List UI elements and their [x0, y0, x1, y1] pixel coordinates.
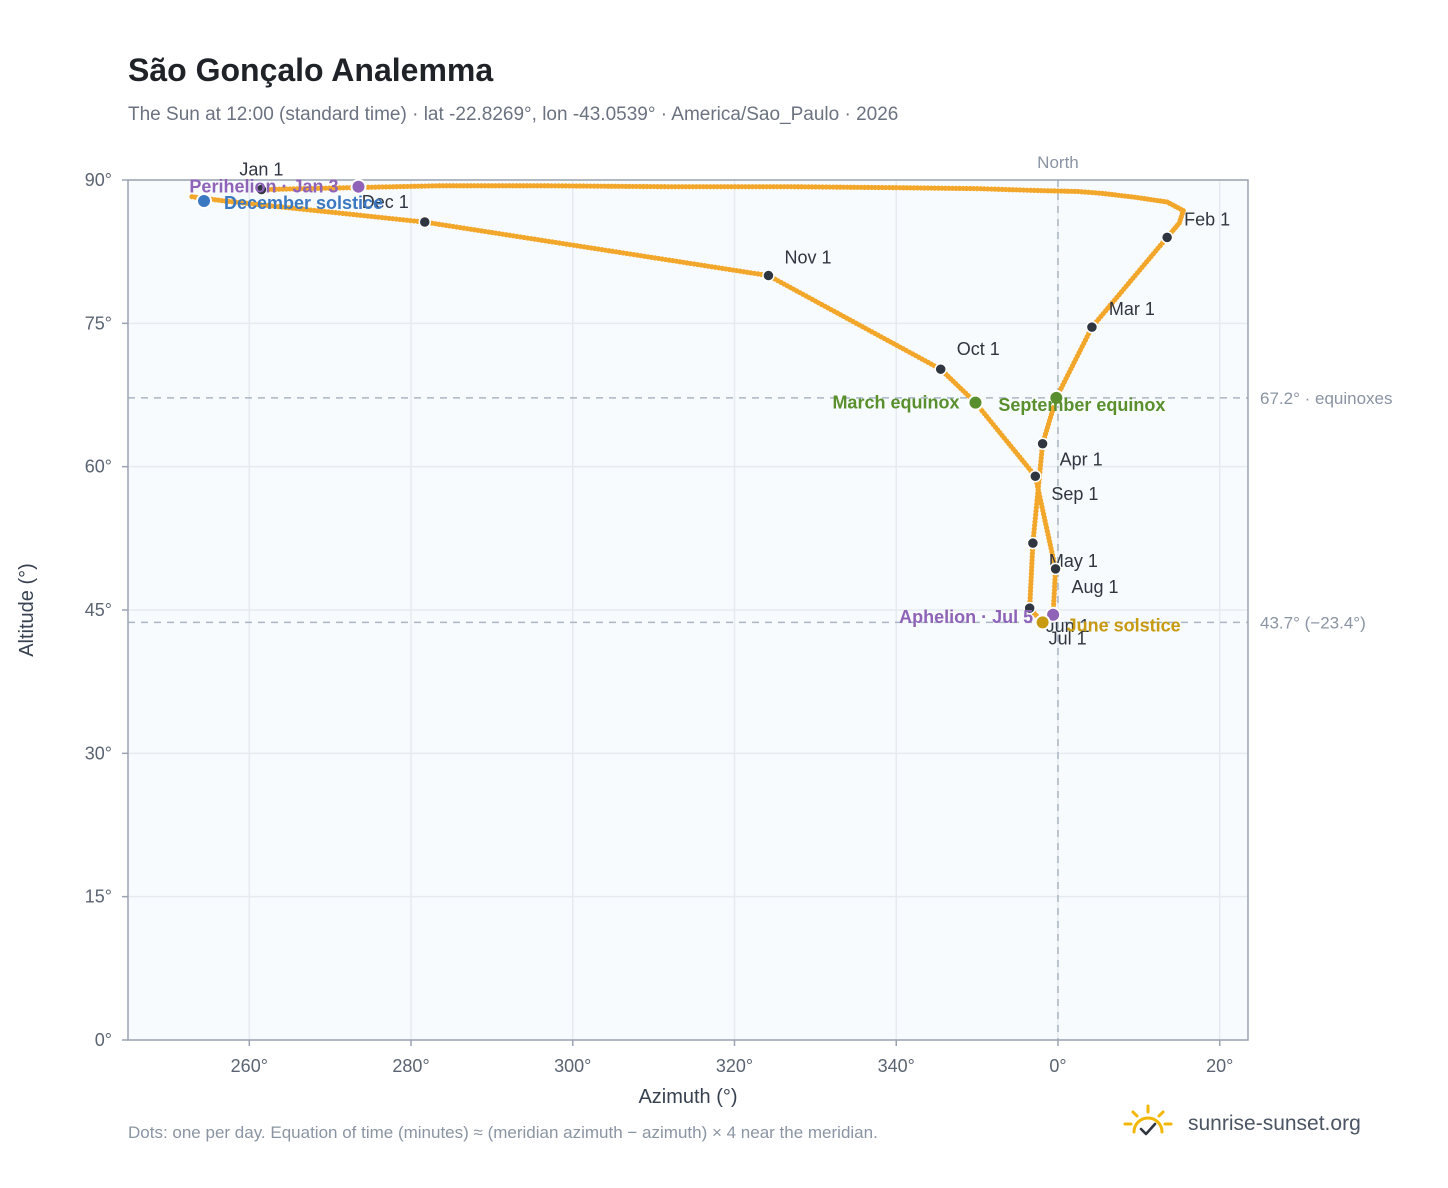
month-marker	[418, 215, 432, 229]
sun-logo-icon	[1123, 1104, 1173, 1136]
x-tick-label: 260°	[231, 1056, 268, 1076]
y-axis-ticks: 0° 15° 30° 45° 60° 75° 90°	[85, 170, 128, 1050]
event-marker	[196, 193, 213, 210]
brand-name: sunrise-sunset.org	[1188, 1112, 1361, 1135]
month-label: Dec 1	[362, 192, 409, 212]
month-marker	[1085, 320, 1099, 334]
month-label: Oct 1	[957, 339, 1000, 359]
event-label: September equinox	[998, 395, 1165, 415]
month-label: Nov 1	[784, 248, 831, 268]
event-label: June solstice	[1067, 615, 1181, 635]
event-label: December solstice	[224, 193, 383, 213]
y-tick-label: 15°	[85, 887, 112, 907]
daily-dot	[189, 194, 195, 200]
y-tick-label: 0°	[95, 1030, 112, 1050]
y-tick-label: 60°	[85, 457, 112, 477]
x-axis-ticks: 260° 280° 300° 320° 340° 0° 20°	[231, 1040, 1233, 1076]
x-tick-label: 20°	[1206, 1056, 1233, 1076]
y-tick-label: 45°	[85, 600, 112, 620]
month-label: Jan 1	[239, 160, 283, 180]
month-label: Sep 1	[1051, 484, 1098, 504]
x-tick-label: 280°	[392, 1056, 429, 1076]
event-marker	[1048, 389, 1065, 406]
month-label: Mar 1	[1109, 299, 1155, 319]
event-label: Perihelion · Jan 3	[189, 177, 338, 197]
altitude-reference-label: 67.2° · equinoxes	[1260, 389, 1393, 408]
month-marker	[1026, 536, 1040, 550]
y-tick-label: 90°	[85, 170, 112, 190]
page-title: São Gonçalo Analemma	[128, 52, 494, 88]
event-label: March equinox	[832, 393, 959, 413]
event-label: Aphelion · Jul 5	[899, 607, 1033, 627]
meridian-label: North	[1037, 153, 1079, 172]
brand[interactable]: sunrise-sunset.org	[1120, 1102, 1361, 1146]
month-marker	[1023, 601, 1036, 615]
month-label: Aug 1	[1072, 577, 1119, 597]
y-tick-label: 75°	[85, 313, 112, 333]
daily-dots	[189, 183, 1186, 626]
month-marker	[1049, 562, 1062, 576]
event-marker	[1045, 606, 1062, 623]
event-marker	[1034, 614, 1051, 631]
month-marker	[1029, 469, 1042, 483]
month-marker	[1160, 231, 1174, 244]
month-label: Jul 1	[1049, 628, 1087, 648]
x-tick-label: 320°	[716, 1056, 753, 1076]
event-marker	[350, 178, 367, 195]
page-subtitle: The Sun at 12:00 (standard time) · lat -…	[128, 104, 899, 125]
x-tick-label: 0°	[1049, 1056, 1066, 1076]
x-axis-label: Azimuth (°)	[638, 1086, 737, 1108]
reference-lines: North 67.2° · equinoxes 43.7° (−23.4°)	[128, 153, 1393, 1040]
altitude-reference-label: 43.7° (−23.4°)	[1260, 613, 1366, 632]
event-marker	[967, 394, 984, 411]
month-label: May 1	[1049, 551, 1098, 571]
x-tick-label: 300°	[554, 1056, 591, 1076]
y-tick-label: 30°	[85, 743, 112, 763]
x-tick-label: 340°	[878, 1056, 915, 1076]
month-label: Feb 1	[1184, 209, 1230, 229]
month-marker	[762, 269, 775, 282]
month-label: Apr 1	[1060, 450, 1103, 470]
y-axis-label: Altitude (°)	[16, 563, 38, 657]
month-marker	[934, 362, 947, 376]
month-marker	[1036, 437, 1049, 450]
footnote: Dots: one per day. Equation of time (min…	[128, 1123, 878, 1142]
month-marker	[255, 183, 268, 196]
